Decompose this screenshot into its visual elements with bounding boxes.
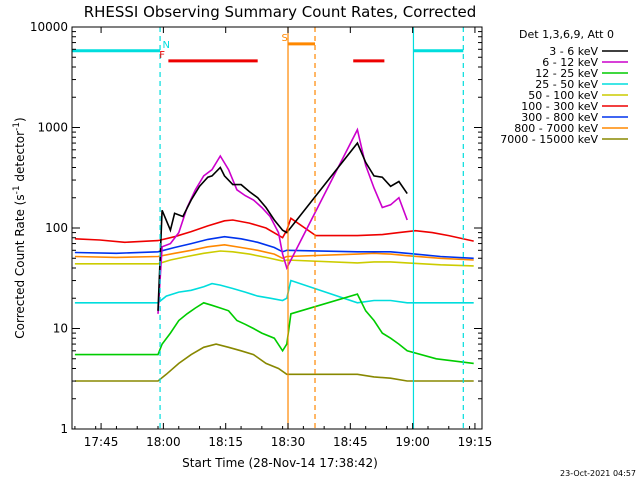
legend-label-50-100-kev: 50 - 100 keV	[528, 89, 598, 102]
x-tick-label: 18:00	[146, 435, 181, 449]
flag-letter-f: F	[159, 50, 165, 61]
legend-label-25-50-kev: 25 - 50 keV	[535, 78, 598, 91]
series-line-800-7000-kev	[74, 243, 474, 261]
series-line-25-50-kev	[74, 279, 474, 304]
legend-header: Det 1,3,6,9, Att 0	[519, 28, 614, 41]
series-line-12-25-kev	[74, 293, 474, 365]
plot-area: NF S	[72, 27, 474, 429]
legend-label-300-800-kev: 300 - 800 keV	[521, 111, 598, 124]
legend-label-7000-15000-kev: 7000 - 15000 keV	[500, 133, 598, 146]
x-tick-label: 18:45	[333, 435, 368, 449]
series-line-300-800-kev	[74, 235, 474, 260]
legend-label-100-300-kev: 100 - 300 keV	[521, 100, 598, 113]
timestamp: 23-Oct-2021 04:57	[560, 469, 636, 478]
x-tick-label: 19:15	[458, 435, 493, 449]
x-tick-label: 19:00	[395, 435, 430, 449]
axis-ticks: 17:45 18:00 18:15 18:30 18:45 19:00 19:15 1 10 10…	[30, 20, 492, 449]
legend-label-800-7000-kev: 800 - 7000 keV	[514, 122, 598, 135]
y-axis-label: Corrected Count Rate (s-1 detector-1)	[12, 117, 27, 338]
y-tick-label: 1	[60, 422, 68, 436]
y-tick-label: 1000	[37, 121, 68, 135]
series-line-3-6-kev	[157, 141, 408, 311]
x-tick-label: 17:45	[84, 435, 119, 449]
y-tick-label: 10000	[30, 20, 68, 34]
legend-label-6-12-kev: 6 - 12 keV	[542, 56, 598, 69]
legend-label-3-6-kev: 3 - 6 keV	[549, 45, 598, 58]
x-tick-label: 18:15	[208, 435, 243, 449]
series-line-6-12-kev	[157, 127, 408, 314]
series-line-7000-15000-kev	[74, 343, 474, 382]
x-axis-label: Start Time (28-Nov-14 17:38:42)	[182, 456, 378, 470]
legend-label-12-25-kev: 12 - 25 keV	[535, 67, 598, 80]
chart-title: RHESSI Observing Summary Count Rates, Co…	[84, 3, 477, 21]
plot-content	[72, 27, 474, 429]
series-line-100-300-kev	[74, 217, 474, 244]
y-tick-label: 100	[45, 221, 68, 235]
flag-letter-s: S	[282, 33, 288, 44]
y-tick-label: 10	[53, 322, 68, 336]
x-tick-label: 18:30	[271, 435, 306, 449]
series-line-50-100-kev	[74, 250, 474, 267]
flag-letter-n: N	[163, 40, 170, 51]
